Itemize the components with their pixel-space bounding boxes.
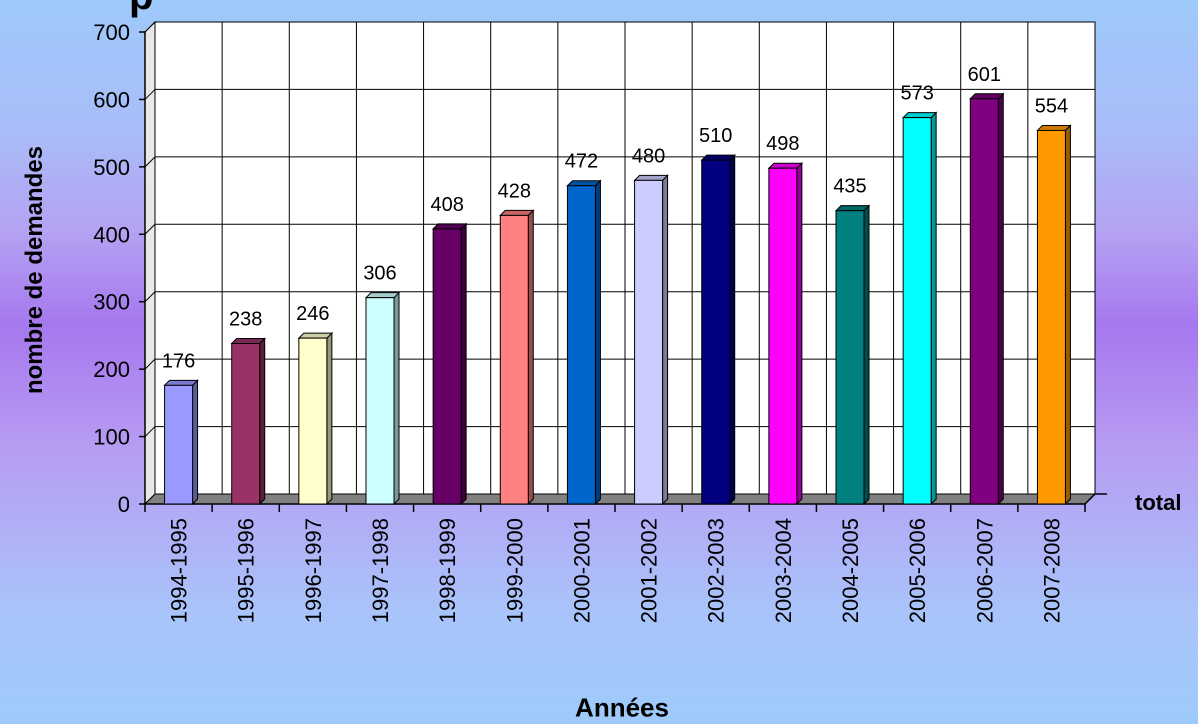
bar-top [230,338,266,345]
data-label: 246 [296,303,329,325]
x-tick-label: 2003-2004 [771,518,796,623]
x-tick-label: 1994-1995 [167,518,192,623]
bar-top [834,205,871,212]
data-label: 554 [1035,95,1068,117]
bar [969,98,999,505]
data-label: 428 [498,180,531,202]
gridline-side [144,291,156,303]
bar-side [393,291,400,506]
bar [701,159,731,505]
gridline-side [144,89,156,100]
y-tick-label: 700 [93,20,130,45]
y-tick-label: 100 [93,425,130,450]
bar-top [431,223,468,230]
gridline-side [144,156,156,168]
data-label: 510 [699,125,732,147]
bar-side [1064,124,1071,506]
bar-top [499,209,535,216]
bar-side [729,153,736,506]
x-axis-edge [1084,493,1096,505]
bar [902,117,932,505]
bar [432,228,462,505]
x-tick-label: 2006-2007 [972,518,997,623]
bar-side [594,179,601,506]
bar [231,343,261,505]
bar-side [192,379,199,506]
bar-side [460,222,467,506]
title-fragment: p [129,0,153,19]
bar-side [997,92,1004,506]
bar-side [527,209,534,506]
bar-top [566,180,602,187]
x-tick-label: 2007-2008 [1039,518,1064,623]
bar-top [163,379,199,386]
x-tick-label: 1995-1996 [234,518,259,623]
y-tick-label: 500 [93,155,130,180]
data-label: 573 [900,83,933,105]
data-label: 306 [363,263,396,285]
bar-top [969,93,1005,100]
x-tick-label: 1996-1997 [301,518,326,623]
bar [835,210,865,505]
data-label: 472 [565,151,598,173]
x-tick-label: 2002-2003 [704,518,729,623]
gridline-side [144,21,156,33]
bar [768,167,798,505]
x-tick-label: 1998-1999 [435,518,460,623]
bar [634,179,664,505]
bar-top [297,332,334,339]
bar-side [863,204,870,506]
data-label: 498 [766,133,799,155]
y-tick-label: 200 [93,357,130,382]
x-tick-label: 1999-2000 [502,518,527,623]
bar [365,297,395,505]
bar-side [796,161,803,506]
plot-floor [143,493,1097,505]
y-axis-label: nombre de demandes [21,145,48,395]
data-label: 435 [833,176,866,198]
y-tick-label: 0 [118,492,130,517]
data-label: 176 [162,350,195,372]
bar-top [633,174,669,181]
x-tick-label: 2000-2001 [569,518,594,623]
bar-side [930,111,937,506]
bar [1036,129,1066,505]
x-tick-label: 2001-2002 [637,518,662,623]
bar-side [326,331,333,506]
bar-side [662,174,669,506]
bar-top [1036,124,1072,131]
x-tick-label: 1997-1998 [368,518,393,623]
series-label: total [1135,490,1182,515]
bar-top [364,292,401,299]
bar-top [700,154,736,161]
bar [164,384,194,505]
data-label: 408 [430,194,463,216]
x-axis-label: Années [575,692,669,723]
y-tick-label: 300 [93,290,130,315]
y-tick-label: 600 [93,87,130,112]
bar-side [259,337,266,506]
bar [499,214,529,505]
x-tick-label: 2005-2006 [905,518,930,623]
gridline-side [144,223,156,235]
bar [298,337,328,505]
gridline-side [144,426,156,437]
bar [566,185,596,505]
data-label: 480 [632,145,665,167]
data-label: 601 [968,64,1001,86]
bar-top [901,112,938,119]
bar-top [767,162,804,169]
y-tick-label: 400 [93,222,130,247]
data-label: 238 [229,309,262,331]
x-tick-label: 2004-2005 [838,518,863,623]
gridline-side [144,358,156,370]
